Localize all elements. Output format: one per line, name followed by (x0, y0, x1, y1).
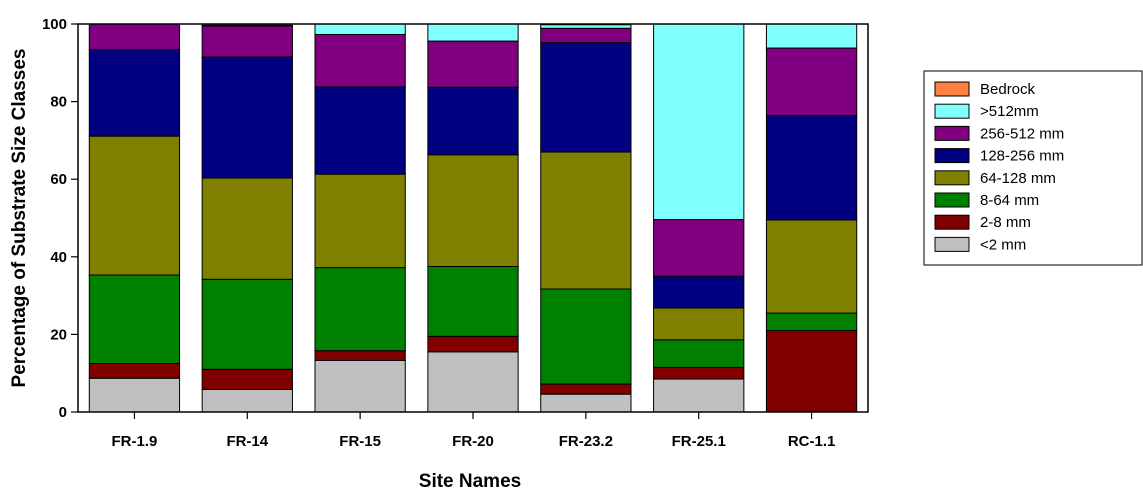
bar-segment-fr-1-9-64-128-mm (88, 135, 181, 276)
x-tick-label: FR-23.2 (559, 433, 613, 450)
legend-swatch-2-mm (934, 236, 970, 252)
legend-label-64-128-mm: 64-128 mm (980, 170, 1056, 187)
y-tick-label: 80 (50, 94, 67, 111)
y-tick-label: 100 (42, 16, 67, 33)
legend-swatch-512mm (934, 103, 970, 119)
x-tick-label: FR-14 (226, 433, 268, 450)
bar-segment-fr-25-1-512mm (653, 23, 745, 221)
legend-swatch-2-8-mm (934, 214, 970, 230)
bar-segment-fr-15-512mm (314, 23, 406, 35)
legend-label-2-8-mm: 2-8 mm (980, 214, 1031, 231)
bar-segment-fr-14-2-mm (201, 388, 293, 413)
bar-segment-fr-14-64-128-mm (201, 177, 293, 280)
x-axis-title: Site Names (419, 471, 521, 492)
legend-label-512mm: >512mm (980, 103, 1039, 120)
legend-swatch-256-512-mm (934, 125, 970, 141)
bar-segment-fr-20-128-256-mm (427, 86, 519, 156)
y-tick-label: 40 (50, 249, 67, 266)
bar-segment-fr-15-128-256-mm (314, 86, 406, 175)
bar-segment-fr-20-2-mm (427, 351, 519, 413)
bar-segment-rc-1-1-2-8-mm (765, 330, 858, 413)
bar-segment-fr-15-2-mm (314, 359, 406, 413)
bar-segment-fr-23-2-512mm (540, 24, 632, 29)
bar-segment-rc-1-1-128-256-mm (765, 115, 858, 221)
bar-segment-fr-23-2-8-64-mm (540, 288, 632, 385)
bar-segment-fr-15-256-512-mm (314, 33, 406, 88)
y-axis: 0 20 40 60 80 100 (42, 16, 78, 421)
bar-segment-fr-25-1-256-512-mm (653, 219, 745, 277)
y-tick-label: 20 (50, 326, 67, 343)
bar-segment-fr-15-64-128-mm (314, 173, 406, 269)
bar-segment-rc-1-1-64-128-mm (765, 219, 858, 314)
bar-segment-fr-14-2-8-mm (201, 368, 293, 390)
x-tick-label: FR-1.9 (112, 433, 158, 450)
legend-label-8-64-mm: 8-64 mm (980, 192, 1039, 209)
bar-segment-fr-1-9-8-64-mm (88, 274, 181, 365)
bar-segment-fr-25-1-2-mm (653, 378, 745, 413)
legend-swatch-8-64-mm (934, 192, 970, 208)
bar-segment-fr-1-9-256-512-mm (88, 23, 181, 51)
legend-swatch-128-256-mm (934, 148, 970, 164)
bar-segment-fr-23-2-64-128-mm (540, 151, 632, 290)
bar-segment-fr-14-256-512-mm (201, 25, 293, 58)
bar-segment-fr-23-2-2-8-mm (540, 383, 632, 395)
bar-segment-fr-20-2-8-mm (427, 335, 519, 353)
bar-segment-fr-20-256-512-mm (427, 40, 519, 88)
x-tick-label: FR-25.1 (672, 433, 726, 450)
x-tick-label: FR-20 (452, 433, 494, 450)
bar-segment-fr-20-64-128-mm (427, 154, 519, 267)
bar-segment-fr-20-8-64-mm (427, 266, 519, 337)
bar-segment-fr-14-512mm (201, 24, 293, 27)
legend-swatch-64-128-mm (934, 170, 970, 186)
bar-segment-fr-25-1-128-256-mm (653, 275, 745, 309)
y-tick-label: 60 (50, 171, 67, 188)
legend-label-bedrock: Bedrock (980, 81, 1036, 98)
bar-segment-fr-1-9-128-256-mm (88, 49, 181, 137)
bar-segment-rc-1-1-512mm (765, 23, 858, 49)
x-tick-label: RC-1.1 (788, 433, 836, 450)
bar-segment-fr-15-8-64-mm (314, 267, 406, 352)
bar-segment-fr-25-1-8-64-mm (653, 339, 745, 368)
bar-segment-fr-1-9-2-mm (88, 377, 181, 413)
x-tick-label: FR-15 (339, 433, 381, 450)
bar-segment-fr-20-512mm (427, 23, 519, 42)
legend: Bedrock >512mm 256-512 mm 128-256 mm 64-128 … (923, 70, 1143, 266)
bar-segment-fr-14-8-64-mm (201, 278, 293, 370)
bar-segment-fr-14-128-256-mm (201, 56, 293, 179)
bar-segment-fr-15-2-8-mm (314, 350, 406, 361)
y-tick-label: 0 (59, 404, 67, 421)
bar-segment-fr-23-2-256-512-mm (540, 27, 632, 44)
bar-segment-fr-23-2-128-256-mm (540, 42, 632, 153)
bar-segment-fr-23-2-2-mm (540, 393, 632, 413)
bars-group (88, 23, 858, 413)
bar-segment-rc-1-1-8-64-mm (765, 312, 858, 332)
legend-swatch-bedrock (934, 81, 970, 97)
legend-label-256-512-mm: 256-512 mm (980, 125, 1064, 142)
bar-segment-fr-25-1-64-128-mm (653, 307, 745, 341)
legend-label-2-mm: <2 mm (980, 236, 1026, 253)
y-axis-title: Percentage of Substrate Size Classes (9, 49, 30, 388)
bar-segment-fr-1-9-2-8-mm (88, 363, 181, 379)
x-axis: FR-1.9 FR-14 FR-15 FR-20 FR-23.2 FR-25.1 RC-1.… (112, 412, 836, 450)
bar-segment-rc-1-1-256-512-mm (765, 47, 858, 117)
legend-label-128-256-mm: 128-256 mm (980, 148, 1064, 165)
legend-box (923, 70, 1143, 266)
bar-segment-fr-25-1-2-8-mm (653, 366, 745, 380)
